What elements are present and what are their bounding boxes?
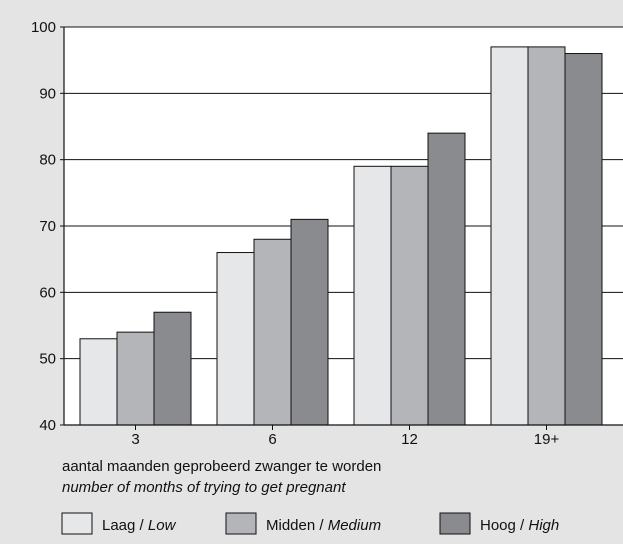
y-tick-label: 60 — [39, 284, 56, 301]
legend-separator: / — [135, 517, 148, 534]
bar-hoog-19plus — [564, 53, 603, 426]
bar-midden-12 — [390, 165, 429, 426]
legend: Laag / Low Midden / Medium Hoog / High — [61, 512, 559, 535]
legend-separator: / — [516, 517, 529, 534]
x-tick-label: 19+ — [534, 431, 560, 448]
y-tick-label: 70 — [39, 218, 56, 235]
y-tick-label: 40 — [39, 417, 56, 434]
y-tick-label: 90 — [39, 85, 56, 102]
legend-swatch-laag — [61, 512, 93, 535]
bar-midden-3 — [116, 331, 155, 426]
legend-name: Hoog — [480, 517, 516, 534]
legend-label-midden: Midden / Medium — [266, 517, 381, 534]
legend-separator: / — [315, 517, 328, 534]
x-tick-labels: 3 6 12 19+ — [131, 425, 559, 448]
legend-name-en: Medium — [328, 517, 381, 534]
bar-hoog-3 — [153, 311, 192, 426]
x-axis-label-en: number of months of trying to get pregna… — [62, 479, 346, 496]
bar-midden-6 — [253, 238, 292, 426]
y-tick-label: 80 — [39, 152, 56, 169]
bar-midden-19plus — [527, 46, 566, 426]
legend-swatch-hoog — [439, 512, 471, 535]
x-tick-label: 12 — [401, 431, 418, 448]
legend-label-hoog: Hoog / High — [480, 517, 559, 534]
legend-name-en: High — [528, 517, 559, 534]
legend-label-laag: Laag / Low — [102, 517, 177, 534]
legend-name-en: Low — [148, 517, 177, 534]
bar-laag-3 — [79, 338, 118, 426]
bar-laag-19plus — [490, 46, 529, 426]
x-tick-label: 3 — [131, 431, 139, 448]
x-tick-label: 6 — [268, 431, 276, 448]
y-tick-labels: 40 50 60 70 80 90 100 — [31, 19, 64, 434]
legend-name: Laag — [102, 517, 135, 534]
legend-name: Midden — [266, 517, 315, 534]
y-tick-label: 50 — [39, 351, 56, 368]
x-axis-label: aantal maanden geprobeerd zwanger te wor… — [62, 458, 381, 475]
y-tick-label: 100 — [31, 19, 56, 36]
bars — [79, 46, 603, 426]
bar-hoog-12 — [427, 132, 466, 426]
legend-swatch-midden — [225, 512, 257, 535]
bar-hoog-6 — [290, 218, 329, 426]
bar-laag-6 — [216, 252, 255, 426]
bar-laag-12 — [353, 165, 392, 426]
